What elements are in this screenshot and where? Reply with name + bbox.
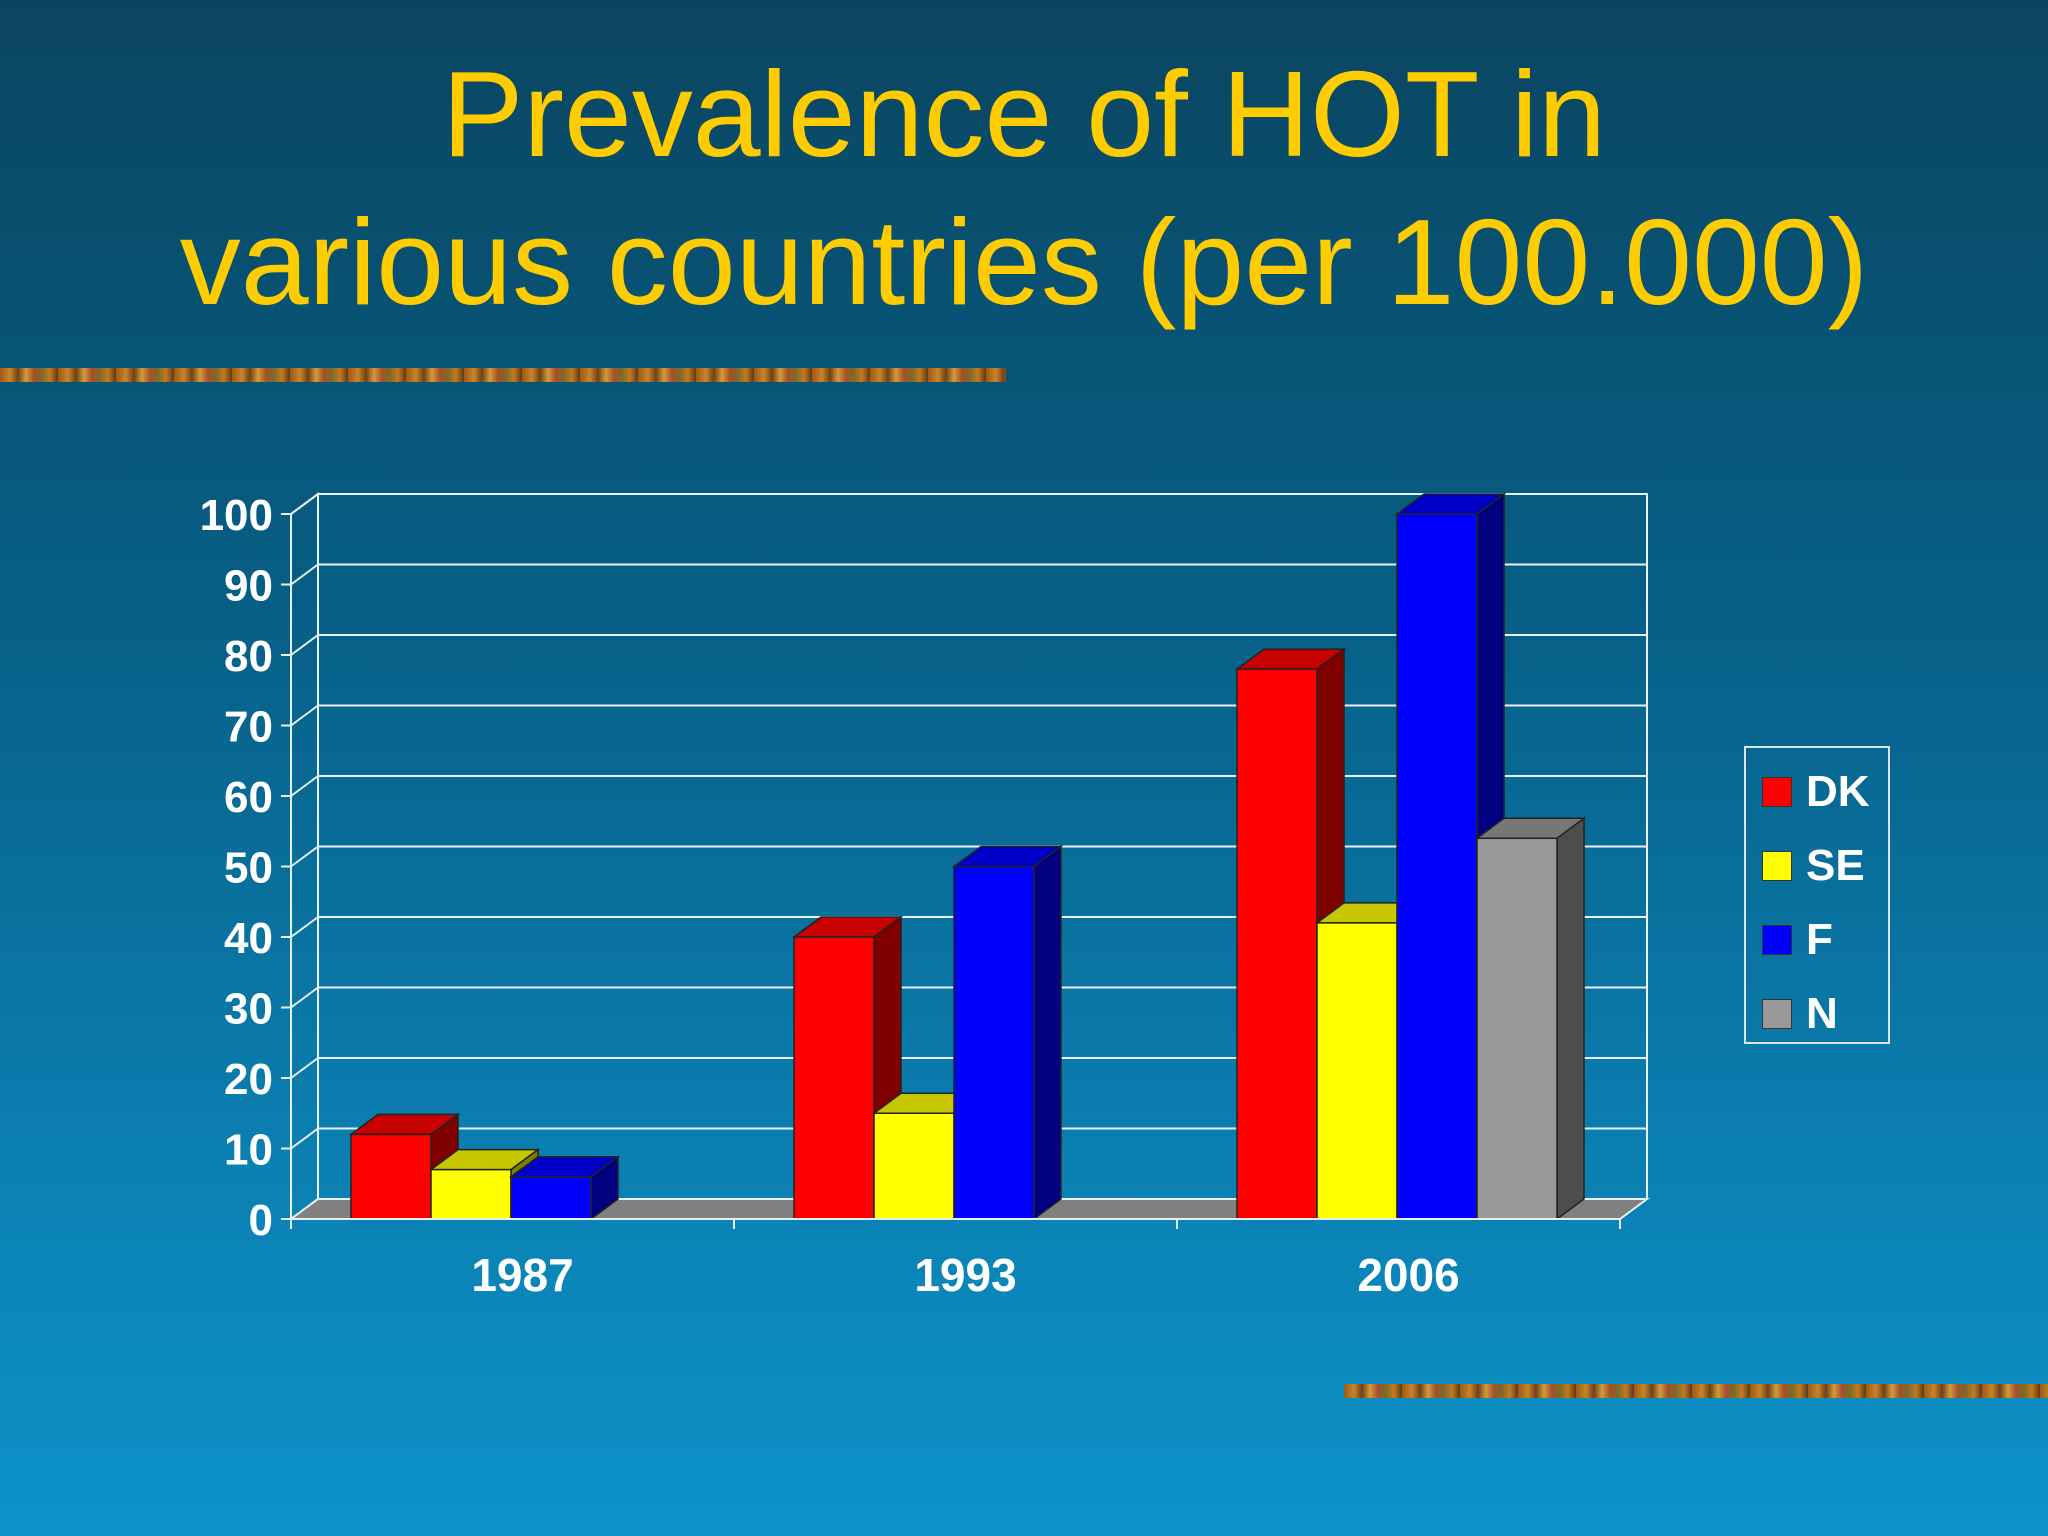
y-tick-label: 80 [224,632,273,681]
decorative-strip-bottom [1344,1384,2048,1398]
bar-se-1993 [873,1112,955,1220]
legend-swatch-n [1762,999,1792,1029]
title-line-1: Prevalence of HOT in [441,46,1607,182]
chart-legend: DK SE F N [1744,746,1890,1044]
legend-item-n: N [1762,984,1838,1044]
x-tick-label: 2006 [1357,1249,1459,1301]
y-tick-label: 10 [224,1126,273,1175]
y-tick-label: 90 [224,562,273,611]
gridline-side [290,775,319,797]
legend-item-f: F [1762,910,1833,970]
y-tick-label: 70 [224,703,273,752]
gridline-side [290,916,319,938]
y-tick-label: 100 [200,491,273,540]
bar-dk-1987 [350,1133,432,1220]
x-tick-label: 1987 [471,1249,573,1301]
bar-n-2006 [1476,837,1558,1220]
legend-swatch-f [1762,925,1792,955]
x-tick-label: 1993 [914,1249,1016,1301]
legend-label-n: N [1806,989,1838,1038]
gridline-side [290,1127,319,1150]
slide-title: Prevalence of HOT in various countries (… [0,40,2048,336]
legend-item-se: SE [1762,836,1865,896]
y-tick-label: 50 [224,844,273,893]
bar-se-1987 [430,1168,512,1220]
title-line-2: various countries (per 100.000) [179,194,1869,330]
gridline-side [290,634,319,656]
bar-side-n-2006 [1556,816,1585,1221]
legend-swatch-se [1762,851,1792,881]
bar-side-f-1993 [1033,845,1062,1221]
legend-label-dk: DK [1806,767,1870,816]
gridline-side [290,845,319,868]
y-tick-label: 40 [224,914,273,963]
gridline-side [290,493,319,515]
gridline-side [290,986,319,1009]
legend-item-dk: DK [1762,762,1870,822]
legend-label-se: SE [1806,841,1865,890]
y-tick-label: 30 [224,985,273,1034]
bar-dk-2006 [1236,668,1318,1220]
bar-f-1993 [953,865,1035,1220]
bar-f-2006 [1396,513,1478,1220]
decorative-strip-top [0,368,1006,382]
bar-dk-1993 [793,936,875,1220]
y-tick-label: 20 [224,1055,273,1104]
y-tick-label: 0 [249,1196,273,1245]
legend-swatch-dk [1762,777,1792,807]
gridline-side [290,563,319,586]
gridline-side [290,1057,319,1079]
bar-se-2006 [1316,922,1398,1220]
bar-f-1987 [510,1175,592,1220]
legend-label-f: F [1806,915,1833,964]
y-tick-label: 60 [224,773,273,822]
gridline-side [290,704,319,727]
